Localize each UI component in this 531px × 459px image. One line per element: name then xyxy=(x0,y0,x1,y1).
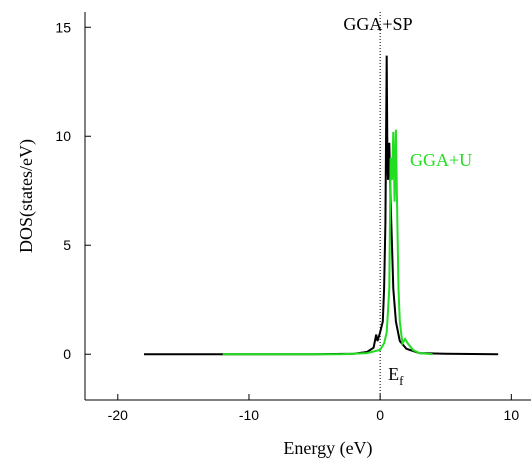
series-label: GGA+U xyxy=(410,150,472,170)
y-tick-label: 0 xyxy=(63,346,71,362)
series-line xyxy=(222,129,433,356)
fermi-label-main: E xyxy=(388,364,399,384)
x-axis-label: Energy (eV) xyxy=(283,438,372,459)
y-tick-label: 15 xyxy=(55,19,71,35)
y-tick-label: 10 xyxy=(55,128,71,144)
x-tick-label: -10 xyxy=(239,407,259,423)
y-axis-label: DOS(states/eV) xyxy=(16,139,37,253)
x-tick-label: 0 xyxy=(376,407,384,423)
x-tick-label: 10 xyxy=(504,407,520,423)
series-label: GGA+SP xyxy=(343,14,412,34)
x-tick-label: -20 xyxy=(108,407,128,423)
fermi-label: Ef xyxy=(388,364,404,388)
y-tick-label: 5 xyxy=(63,237,71,253)
series-line xyxy=(144,55,499,356)
fermi-label-sub: f xyxy=(399,373,404,388)
